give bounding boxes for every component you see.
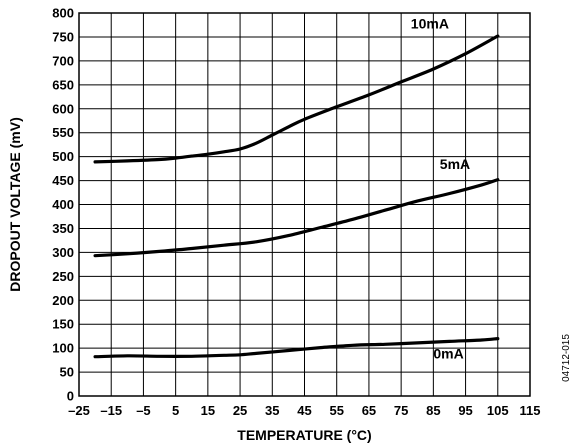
x-tick-label: 75 (394, 403, 408, 418)
x-tick-label: 115 (520, 403, 541, 418)
x-tick-label: –15 (100, 403, 122, 418)
y-tick-label: 200 (52, 293, 74, 308)
y-tick-label: 500 (52, 149, 74, 164)
x-axis-title: TEMPERATURE (°C) (237, 427, 371, 443)
y-tick-label: 800 (52, 6, 74, 21)
y-tick-label: 400 (52, 197, 74, 212)
series-label-5ma: 5mA (440, 156, 470, 172)
x-tick-label: 35 (265, 403, 279, 418)
y-tick-label: 450 (52, 173, 74, 188)
x-tick-label: 55 (329, 403, 343, 418)
y-tick-label: 600 (52, 101, 74, 116)
y-tick-label: 300 (52, 245, 74, 260)
x-tick-label: 65 (362, 403, 376, 418)
x-tick-label: 105 (487, 403, 509, 418)
series-line-0ma (93, 337, 500, 359)
series-line-5ma (93, 178, 500, 258)
y-tick-label: 0 (67, 389, 74, 404)
y-tick-label: 550 (52, 125, 74, 140)
figure-id: 04712-015 (561, 334, 572, 382)
y-tick-label: 250 (52, 269, 74, 284)
x-tick-label: 25 (233, 403, 247, 418)
series-group (93, 34, 500, 359)
y-tick-label: 100 (52, 341, 74, 356)
y-tick-label: 150 (52, 317, 74, 332)
series-labels: 10mA 5mA 0mA (411, 15, 470, 361)
y-tick-label: 700 (52, 53, 74, 68)
x-tick-label: 85 (426, 403, 440, 418)
x-tick-label: 45 (297, 403, 311, 418)
y-tick-labels: 0 50 100 150 200 250 300 350 400 450 500 550 600 650 7… (52, 6, 74, 404)
y-tick-label: 350 (52, 221, 74, 236)
x-tick-label: 5 (172, 403, 179, 418)
y-axis-title: DROPOUT VOLTAGE (mV) (7, 117, 23, 291)
y-tick-label: 650 (52, 77, 74, 92)
x-tick-labels: –25 –15 –5 5 15 25 35 45 55 65 75 85 95 105 115 (68, 403, 540, 418)
x-tick-label: –5 (136, 403, 150, 418)
x-tick-label: 95 (458, 403, 472, 418)
plot-frame (78, 12, 531, 397)
series-label-10ma: 10mA (411, 15, 449, 31)
series-line-10ma (93, 34, 500, 164)
series-label-0ma: 0mA (433, 346, 463, 362)
grid (78, 12, 531, 397)
y-tick-label: 50 (60, 365, 74, 380)
x-tick-label: 15 (201, 403, 215, 418)
y-tick-label: 750 (52, 29, 74, 44)
x-tick-label: –25 (68, 403, 90, 418)
